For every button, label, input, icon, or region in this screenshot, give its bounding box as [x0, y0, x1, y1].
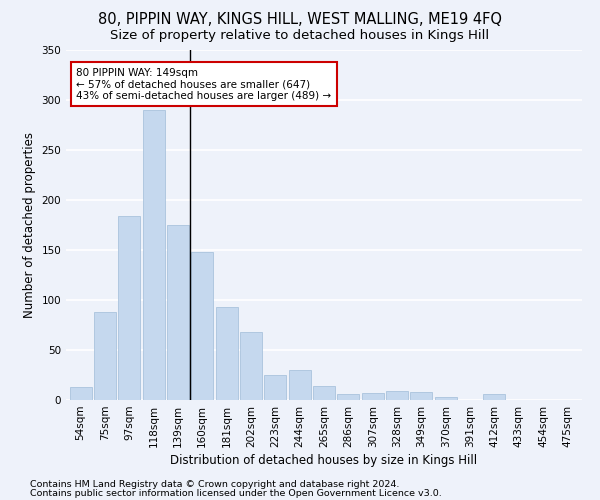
Text: 80, PIPPIN WAY, KINGS HILL, WEST MALLING, ME19 4FQ: 80, PIPPIN WAY, KINGS HILL, WEST MALLING… [98, 12, 502, 28]
Bar [484, 394, 505, 400]
Bar [386, 391, 408, 400]
Bar [265, 375, 286, 400]
Bar [70, 387, 92, 400]
Text: Contains public sector information licensed under the Open Government Licence v3: Contains public sector information licen… [30, 488, 442, 498]
Bar [191, 252, 213, 400]
Text: 80 PIPPIN WAY: 149sqm
← 57% of detached houses are smaller (647)
43% of semi-det: 80 PIPPIN WAY: 149sqm ← 57% of detached … [76, 68, 331, 100]
Bar [362, 393, 383, 400]
Bar [240, 332, 262, 400]
Bar [313, 386, 335, 400]
Y-axis label: Number of detached properties: Number of detached properties [23, 132, 36, 318]
Bar [215, 307, 238, 400]
Text: Size of property relative to detached houses in Kings Hill: Size of property relative to detached ho… [110, 29, 490, 42]
Bar [167, 225, 189, 400]
Bar [118, 216, 140, 400]
Bar [143, 110, 164, 400]
Bar [289, 370, 311, 400]
X-axis label: Distribution of detached houses by size in Kings Hill: Distribution of detached houses by size … [170, 454, 478, 467]
Bar [94, 312, 116, 400]
Bar [435, 397, 457, 400]
Text: Contains HM Land Registry data © Crown copyright and database right 2024.: Contains HM Land Registry data © Crown c… [30, 480, 400, 489]
Bar [410, 392, 433, 400]
Bar [337, 394, 359, 400]
